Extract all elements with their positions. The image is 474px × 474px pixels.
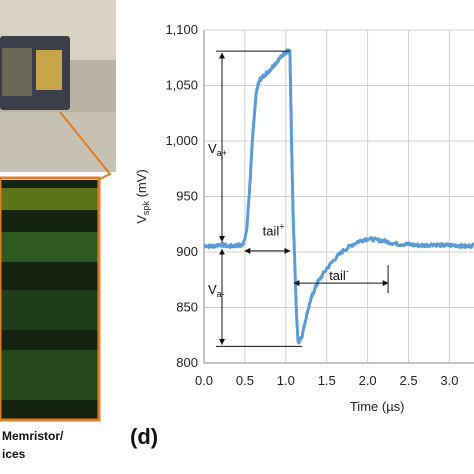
chip-gold-pad: [36, 50, 62, 90]
microscope-band-2: [0, 232, 98, 262]
tail-plus-label: tail+: [263, 221, 285, 238]
x-tick-label: 0.5: [236, 373, 254, 388]
x-tick-label: 2.0: [359, 373, 377, 388]
x-tick-label: 0.0: [195, 373, 213, 388]
photo-panel: Memristor/ ices: [0, 0, 116, 461]
zoom-connector-line: [59, 111, 112, 181]
y-axis-label: Vspk (mV): [134, 169, 151, 223]
x-tick-label: 1.5: [318, 373, 336, 388]
series-line: [203, 48, 474, 345]
breadboard-lower: [0, 112, 116, 172]
x-tick-label: 1.0: [277, 373, 295, 388]
y-tick-label: 1,100: [165, 22, 198, 37]
microscope-band-1: [0, 188, 98, 210]
left-caption-line-1: Memristor/: [2, 429, 64, 443]
y-tick-label: 950: [176, 189, 198, 204]
y-tick-label: 900: [176, 244, 198, 259]
left-caption-line-2: ices: [2, 447, 26, 461]
microscope-band-4: [0, 350, 98, 400]
microscope-band-3: [0, 290, 98, 330]
plot-area: 800 850 900 950 1,000 1,050 1,100 0.0 0.5 1.0 1.5 2…: [134, 22, 474, 414]
x-tick-label: 3.0: [440, 373, 458, 388]
va-plus-label: Va+: [208, 141, 227, 158]
y-tick-label: 850: [176, 300, 198, 315]
va-minus-label: Va-: [208, 282, 225, 299]
x-axis-label: Time (µs): [350, 399, 405, 414]
y-tick-label: 1,000: [165, 133, 198, 148]
chip-die: [2, 48, 32, 96]
microscope-frame: [0, 176, 101, 422]
x-tick-label: 2.5: [400, 373, 418, 388]
panel-label: (d): [130, 424, 158, 449]
y-tick-label: 1,050: [165, 78, 198, 93]
tail-minus-label: tail-: [329, 266, 349, 283]
y-tick-label: 800: [176, 355, 198, 370]
